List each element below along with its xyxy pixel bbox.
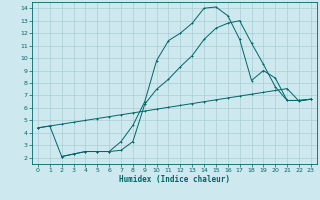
X-axis label: Humidex (Indice chaleur): Humidex (Indice chaleur) [119, 175, 230, 184]
